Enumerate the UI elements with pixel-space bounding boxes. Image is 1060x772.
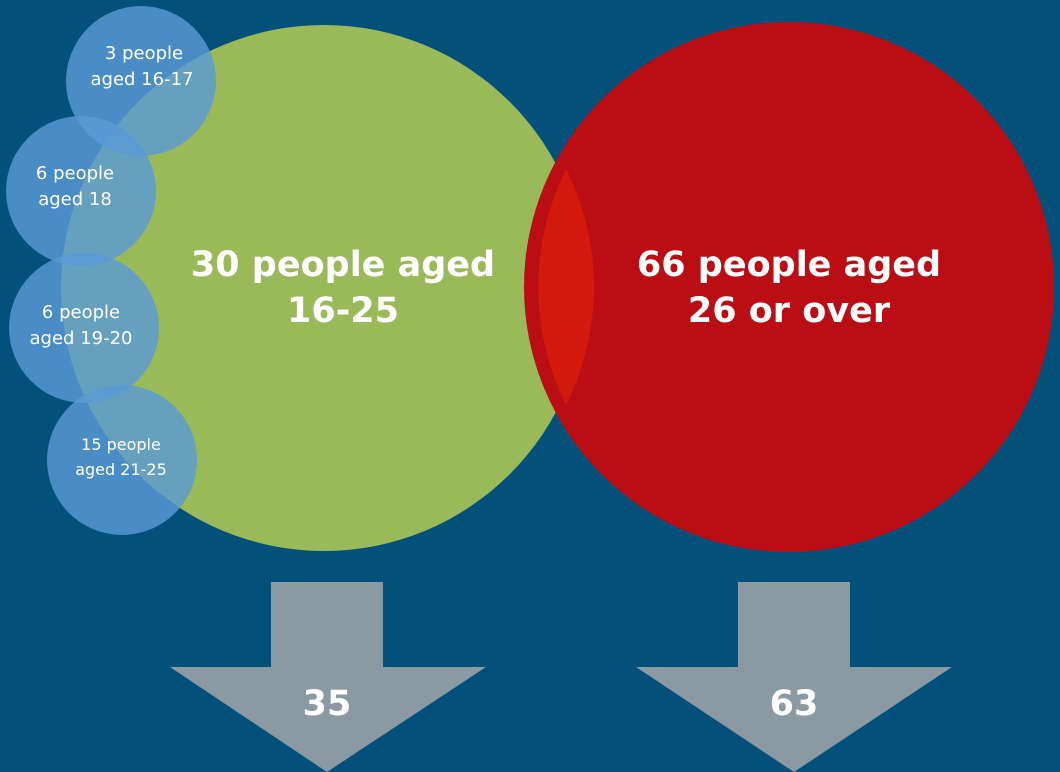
young-group-label-line1: 30 people aged [191,245,495,285]
right-down-arrow [636,582,952,772]
right-arrow-value: 63 [770,684,819,724]
young-group-label-line2: 16-25 [287,291,399,331]
subgroup-21-25-line1: 15 people [81,435,161,454]
subgroup-circle-19-20 [9,253,159,403]
subgroup-circle-18 [6,116,156,266]
subgroup-16-17-line2: aged 16-17 [91,69,194,90]
left-arrow-value: 35 [303,684,352,724]
subgroup-21-25-line2: aged 21-25 [75,460,167,479]
subgroup-18-line2: aged 18 [38,189,112,210]
subgroup-16-17-line1: 3 people [105,43,183,64]
subgroup-19-20-line1: 6 people [42,302,120,323]
left-down-arrow [170,582,486,772]
older-group-label-line1: 66 people aged [637,245,941,285]
older-group-label-line2: 26 or over [688,291,891,331]
overlap-region [538,169,594,405]
subgroup-circle-16-17 [66,6,216,156]
older-group-circle [524,22,1054,552]
young-group-circle [61,25,587,551]
subgroup-18-line1: 6 people [36,163,114,184]
subgroup-circle-21-25 [47,385,197,535]
subgroup-19-20-line2: aged 19-20 [30,328,133,349]
